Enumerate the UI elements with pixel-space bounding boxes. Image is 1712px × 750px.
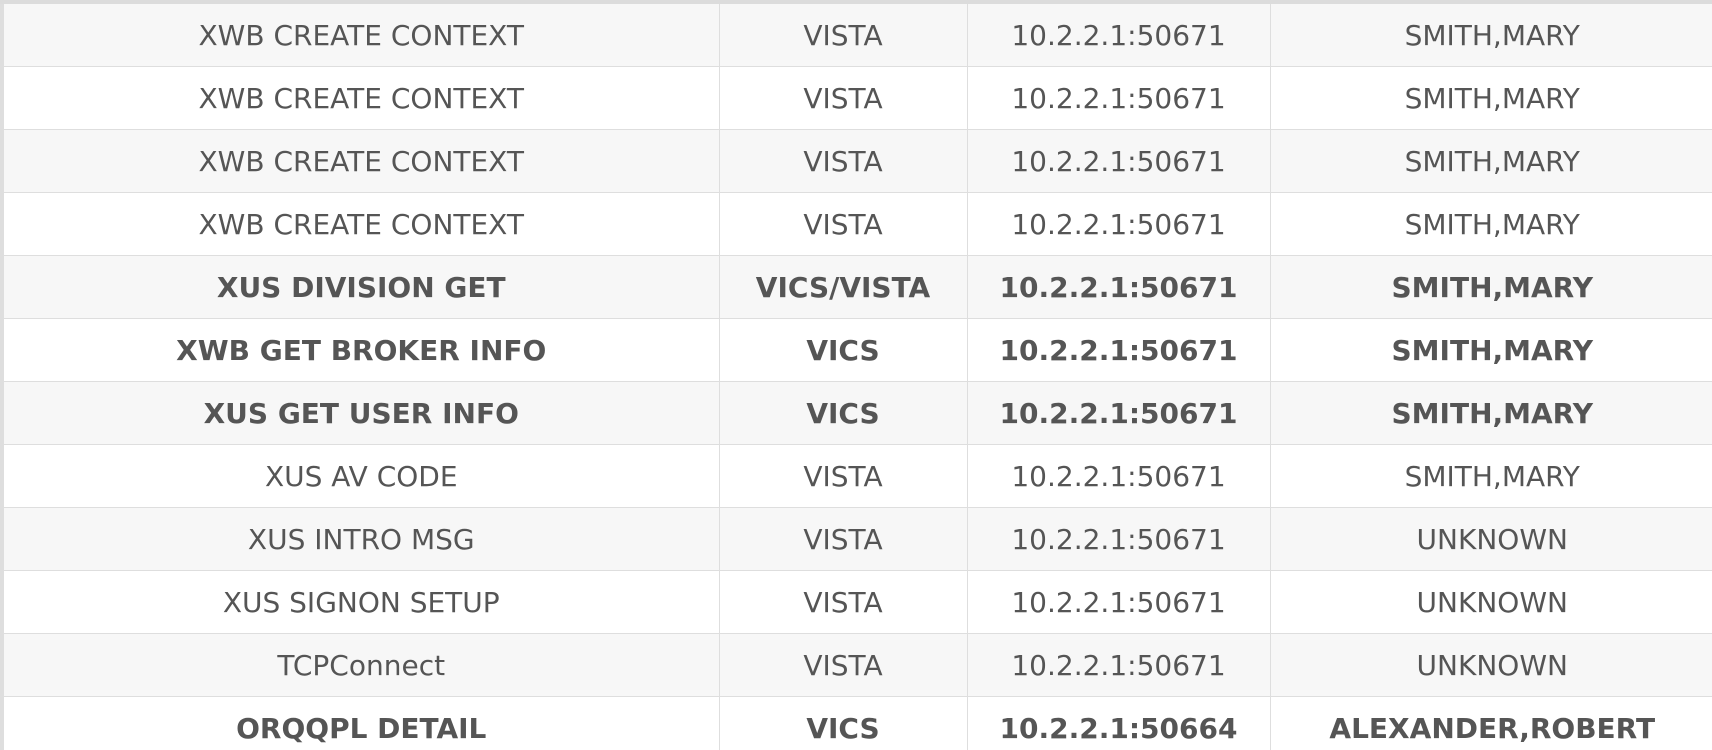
- context-cell: VISTA: [719, 633, 968, 697]
- table-top-rule: [0, 0, 1712, 4]
- address-cell: 10.2.2.1:50671: [967, 66, 1271, 130]
- context-cell: VICS: [719, 318, 968, 382]
- context-cell: VICS/VISTA: [719, 255, 968, 319]
- address-cell: 10.2.2.1:50671: [967, 444, 1271, 508]
- rpc-name-cell: XWB CREATE CONTEXT: [0, 66, 720, 130]
- user-cell: SMITH,MARY: [1270, 192, 1712, 256]
- rpc-log-table: XWB CREATE CONTEXT VISTA 10.2.2.1:50671 …: [0, 4, 1712, 750]
- rpc-name-cell: XUS GET USER INFO: [0, 381, 720, 445]
- address-cell: 10.2.2.1:50671: [967, 192, 1271, 256]
- user-cell: SMITH,MARY: [1270, 318, 1712, 382]
- context-cell: VISTA: [719, 4, 968, 67]
- address-cell: 10.2.2.1:50671: [967, 633, 1271, 697]
- context-cell: VICS: [719, 696, 968, 750]
- table-row[interactable]: XWB GET BROKER INFO VICS 10.2.2.1:50671 …: [0, 318, 1712, 382]
- context-cell: VICS: [719, 381, 968, 445]
- table-row[interactable]: ORQQPL DETAIL VICS 10.2.2.1:50664 ALEXAN…: [0, 696, 1712, 750]
- user-cell: UNKNOWN: [1270, 570, 1712, 634]
- address-cell: 10.2.2.1:50671: [967, 507, 1271, 571]
- table-row[interactable]: XWB CREATE CONTEXT VISTA 10.2.2.1:50671 …: [0, 66, 1712, 130]
- address-cell: 10.2.2.1:50671: [967, 318, 1271, 382]
- user-cell: UNKNOWN: [1270, 633, 1712, 697]
- user-cell: SMITH,MARY: [1270, 444, 1712, 508]
- context-cell: VISTA: [719, 192, 968, 256]
- rpc-name-cell: XWB CREATE CONTEXT: [0, 129, 720, 193]
- table-body: XWB CREATE CONTEXT VISTA 10.2.2.1:50671 …: [0, 4, 1712, 750]
- user-cell: SMITH,MARY: [1270, 4, 1712, 67]
- context-cell: VISTA: [719, 66, 968, 130]
- address-cell: 10.2.2.1:50664: [967, 696, 1271, 750]
- table-row[interactable]: XWB CREATE CONTEXT VISTA 10.2.2.1:50671 …: [0, 4, 1712, 67]
- context-cell: VISTA: [719, 570, 968, 634]
- user-cell: SMITH,MARY: [1270, 381, 1712, 445]
- context-cell: VISTA: [719, 507, 968, 571]
- rpc-name-cell: XUS INTRO MSG: [0, 507, 720, 571]
- context-cell: VISTA: [719, 129, 968, 193]
- rpc-name-cell: ORQQPL DETAIL: [0, 696, 720, 750]
- user-cell: UNKNOWN: [1270, 507, 1712, 571]
- table-row[interactable]: XUS SIGNON SETUP VISTA 10.2.2.1:50671 UN…: [0, 570, 1712, 634]
- context-cell: VISTA: [719, 444, 968, 508]
- rpc-name-cell: XUS SIGNON SETUP: [0, 570, 720, 634]
- user-cell: ALEXANDER,ROBERT: [1270, 696, 1712, 750]
- address-cell: 10.2.2.1:50671: [967, 4, 1271, 67]
- rpc-name-cell: XWB CREATE CONTEXT: [0, 4, 720, 67]
- table-row[interactable]: XUS AV CODE VISTA 10.2.2.1:50671 SMITH,M…: [0, 444, 1712, 508]
- rpc-name-cell: XWB CREATE CONTEXT: [0, 192, 720, 256]
- rpc-name-cell: XUS AV CODE: [0, 444, 720, 508]
- rpc-name-cell: TCPConnect: [0, 633, 720, 697]
- table-row[interactable]: XWB CREATE CONTEXT VISTA 10.2.2.1:50671 …: [0, 192, 1712, 256]
- address-cell: 10.2.2.1:50671: [967, 381, 1271, 445]
- table-row[interactable]: TCPConnect VISTA 10.2.2.1:50671 UNKNOWN: [0, 633, 1712, 697]
- address-cell: 10.2.2.1:50671: [967, 570, 1271, 634]
- user-cell: SMITH,MARY: [1270, 66, 1712, 130]
- user-cell: SMITH,MARY: [1270, 255, 1712, 319]
- table-row[interactable]: XUS DIVISION GET VICS/VISTA 10.2.2.1:506…: [0, 255, 1712, 319]
- table-row[interactable]: XWB CREATE CONTEXT VISTA 10.2.2.1:50671 …: [0, 129, 1712, 193]
- rpc-name-cell: XUS DIVISION GET: [0, 255, 720, 319]
- rpc-name-cell: XWB GET BROKER INFO: [0, 318, 720, 382]
- address-cell: 10.2.2.1:50671: [967, 255, 1271, 319]
- table-row[interactable]: XUS GET USER INFO VICS 10.2.2.1:50671 SM…: [0, 381, 1712, 445]
- user-cell: SMITH,MARY: [1270, 129, 1712, 193]
- table-row[interactable]: XUS INTRO MSG VISTA 10.2.2.1:50671 UNKNO…: [0, 507, 1712, 571]
- address-cell: 10.2.2.1:50671: [967, 129, 1271, 193]
